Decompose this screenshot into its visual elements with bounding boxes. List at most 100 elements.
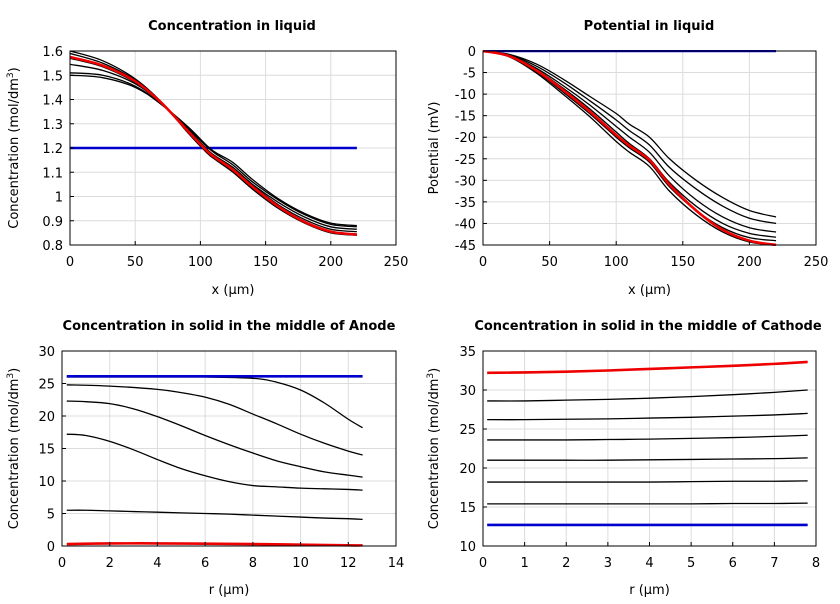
series-line-4 [66, 433, 363, 491]
y-tick-label: 15 [38, 443, 55, 458]
series-line-7 [483, 50, 777, 246]
series-line-3 [483, 50, 777, 225]
x-tick-label: 4 [153, 556, 161, 571]
x-tick-label: 2 [106, 556, 114, 571]
series-line-1 [487, 360, 808, 375]
x-axis-label: x (µm) [628, 283, 671, 298]
series-line-5 [66, 509, 363, 520]
series-line-2 [70, 74, 357, 227]
y-tick-label: 30 [38, 345, 55, 360]
y-tick-label: -35 [455, 196, 476, 211]
y-tick-label: 10 [459, 540, 476, 555]
y-tick-label: 1.4 [42, 94, 63, 109]
series-line-7 [66, 542, 363, 547]
chart-panel-3: 0 2 4 6 8 10 12 14 0 5 10 15 20 25 30 Concentration in … [6, 319, 404, 598]
x-tick-label: 8 [249, 556, 257, 571]
y-tick-label: 1.2 [42, 142, 63, 157]
x-tick-label: 4 [645, 556, 653, 571]
y-tick-label: 25 [38, 378, 55, 393]
series-line-3 [70, 72, 357, 228]
x-axis-label: x (µm) [212, 283, 255, 298]
y-axis-label: Concentration (mol/dm3) [426, 368, 442, 530]
series-line-4 [483, 50, 777, 233]
y-axis-label: Concentration (mol/dm3) [6, 67, 22, 229]
x-tick-label: 250 [804, 255, 829, 270]
x-tick-label: 100 [604, 255, 629, 270]
x-tick-label: 0 [479, 556, 487, 571]
x-tick-label: 0 [66, 255, 74, 270]
x-tick-label: 5 [687, 556, 695, 571]
y-axis-label: Potential (mV) [427, 102, 442, 195]
x-tick-label: 0 [58, 556, 66, 571]
y-tick-label: -20 [455, 131, 476, 146]
y-tick-label: 1 [55, 191, 63, 206]
y-tick-label: 0 [468, 45, 476, 60]
y-tick-label: 30 [459, 384, 476, 399]
x-tick-label: 3 [604, 556, 612, 571]
x-axis-label: r (µm) [629, 583, 670, 598]
chart-panel-4: 0 1 2 3 4 5 6 7 8 10 15 20 25 30 35 Concentration in so… [426, 319, 822, 598]
x-tick-label: 250 [384, 255, 409, 270]
series-group [487, 360, 808, 527]
y-tick-label: 1.6 [42, 45, 63, 60]
series-line-7 [487, 502, 808, 505]
grid-lines [61, 350, 397, 547]
y-tick-label: -30 [455, 174, 476, 189]
x-tick-label: 14 [388, 556, 405, 571]
series-line-6 [487, 480, 808, 483]
chart-title: Concentration in liquid [148, 19, 316, 34]
y-tick-label: 10 [38, 475, 55, 490]
x-tick-label: 150 [670, 255, 695, 270]
x-tick-label: 10 [292, 556, 309, 571]
chart-title: Concentration in solid in the middle of … [63, 319, 396, 334]
y-tick-label: -15 [455, 110, 476, 125]
y-tick-label: 35 [459, 345, 476, 360]
x-tick-label: 2 [562, 556, 570, 571]
y-tick-label: 0 [47, 540, 55, 555]
y-tick-label: 20 [459, 462, 476, 477]
series-line-5 [487, 457, 808, 461]
x-tick-label: 50 [127, 255, 144, 270]
series-line-7 [70, 50, 357, 236]
series-line-8 [70, 55, 358, 236]
y-tick-label: 0.9 [42, 215, 63, 230]
y-tick-label: -10 [455, 88, 476, 103]
y-tick-label: -40 [455, 217, 476, 232]
x-tick-label: 1 [520, 556, 528, 571]
series-group [70, 50, 358, 236]
series-line-4 [487, 434, 808, 441]
chart-title: Concentration in solid in the middle of … [474, 319, 822, 334]
y-tick-label: 1.5 [42, 69, 63, 84]
x-tick-label: 50 [541, 255, 558, 270]
y-tick-label: -45 [455, 239, 476, 254]
y-tick-label: 0.8 [42, 239, 63, 254]
series-line-3 [66, 400, 363, 478]
series-line-2 [487, 389, 808, 402]
y-axis-label: Concentration (mol/dm3) [6, 368, 22, 530]
x-tick-label: 100 [188, 255, 213, 270]
x-tick-label: 6 [201, 556, 209, 571]
series-line-2 [483, 50, 777, 218]
series-group [483, 50, 777, 246]
y-tick-label: -25 [455, 153, 476, 168]
series-line-5 [483, 50, 777, 238]
x-tick-label: 150 [253, 255, 278, 270]
x-tick-label: 200 [737, 255, 762, 270]
x-tick-label: 200 [318, 255, 343, 270]
y-tick-label: 1.1 [42, 166, 63, 181]
x-tick-label: 6 [729, 556, 737, 571]
chart-panel-1: 0 50 100 150 200 250 0.8 0.9 1 1.1 1.2 1.3 1.4 1.5 1.6… [6, 19, 408, 298]
series-line-4 [70, 63, 357, 230]
y-tick-label: 20 [38, 410, 55, 425]
series-group [66, 375, 363, 547]
x-axis-label: r (µm) [209, 583, 250, 598]
y-tick-label: 25 [459, 423, 476, 438]
chart-panel-2: 0 50 100 150 200 250 0 -5 -10 -15 -20 -25 -30 -35 -40 -… [427, 19, 828, 298]
y-tick-label: -5 [463, 67, 476, 82]
series-line-1 [66, 376, 363, 429]
series-line-8 [483, 50, 777, 246]
x-tick-label: 12 [340, 556, 357, 571]
x-tick-label: 8 [812, 556, 820, 571]
y-tick-label: 5 [47, 508, 55, 523]
